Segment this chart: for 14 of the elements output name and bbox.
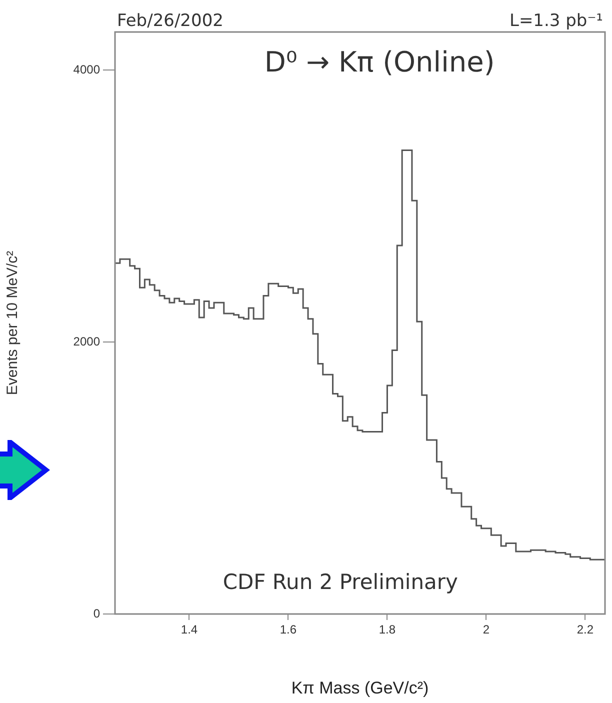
y-tick-label: 4000 bbox=[73, 62, 100, 76]
x-tick-label: 2.2 bbox=[576, 622, 594, 637]
x-axis-title: Kπ Mass (GeV/c²) bbox=[291, 678, 429, 698]
text: L=1.3 pb⁻¹ bbox=[509, 10, 603, 31]
y-tick-label: 0 bbox=[93, 606, 100, 620]
y-axis-title: Events per 10 MeV/c² bbox=[4, 250, 22, 396]
x-tick-label: 1.4 bbox=[180, 622, 198, 637]
x-tick-label: 1.8 bbox=[378, 622, 396, 637]
text: Feb/26/2002 bbox=[117, 10, 224, 31]
y-tick-label: 2000 bbox=[73, 334, 100, 348]
x-tick-label: 1.6 bbox=[280, 622, 297, 637]
x-tick-label: 2 bbox=[482, 622, 490, 637]
annotation: CDF Run 2 Preliminary bbox=[222, 570, 458, 594]
text: D⁰ → Kπ (Online) bbox=[264, 45, 495, 78]
